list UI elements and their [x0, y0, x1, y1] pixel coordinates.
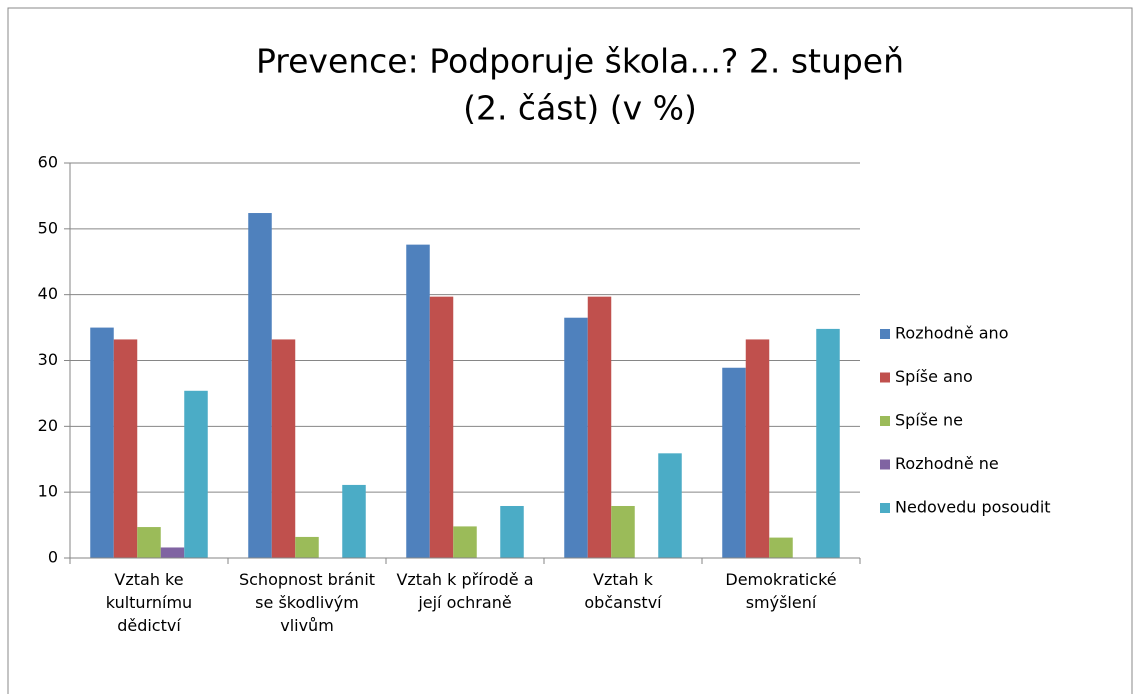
- y-tick-label: 40: [38, 284, 58, 303]
- legend-swatch: [880, 416, 890, 426]
- bar: [406, 244, 430, 558]
- x-tick-label: Demokratické smýšlení: [725, 570, 837, 612]
- bar: [160, 547, 185, 558]
- legend-label: Nedovedu posoudit: [895, 498, 1051, 517]
- legend-label: Rozhodně ano: [895, 324, 1008, 343]
- legend-swatch: [880, 372, 890, 383]
- bar: [248, 213, 272, 559]
- bar: [745, 339, 770, 558]
- y-tick-label: 50: [38, 218, 58, 237]
- bar: [295, 536, 319, 558]
- x-tick-label: Vztah ke kulturnímu dědictví: [105, 570, 193, 635]
- legend-label: Rozhodně ne: [895, 454, 999, 473]
- bar: [90, 327, 114, 558]
- bar: [453, 526, 477, 558]
- bar: [184, 390, 208, 558]
- legend-swatch: [880, 459, 890, 470]
- y-tick-label: 0: [48, 548, 58, 567]
- bar: [500, 505, 524, 558]
- bar: [769, 537, 793, 558]
- bar: [611, 505, 635, 558]
- y-tick-label: 10: [38, 482, 58, 501]
- bar: [587, 296, 612, 558]
- bar: [658, 453, 682, 558]
- y-tick-label: 20: [38, 416, 58, 435]
- x-tick-label: Vztah k přírodě a její ochraně: [396, 570, 534, 612]
- bar: [429, 296, 454, 558]
- bar: [342, 484, 366, 558]
- bar: [271, 339, 296, 558]
- bar: [816, 328, 840, 558]
- bar: [113, 339, 138, 558]
- legend-label: Spíše ano: [895, 367, 973, 386]
- bar: [722, 367, 746, 558]
- x-tick-label: Schopnost bránit se škodlivým vlivům: [238, 570, 376, 635]
- chart-title: (2. část) (v %): [463, 89, 697, 128]
- legend-swatch: [880, 329, 890, 339]
- bar: [564, 317, 588, 558]
- chart-title: Prevence: Podporuje škola...? 2. stupeň: [256, 42, 904, 81]
- legend-label: Spíše ne: [895, 411, 963, 430]
- x-tick-label: Vztah k občanství: [584, 570, 662, 612]
- y-tick-label: 30: [38, 350, 58, 369]
- bar: [137, 527, 161, 558]
- y-tick-label: 60: [38, 153, 58, 172]
- legend-swatch: [880, 503, 890, 513]
